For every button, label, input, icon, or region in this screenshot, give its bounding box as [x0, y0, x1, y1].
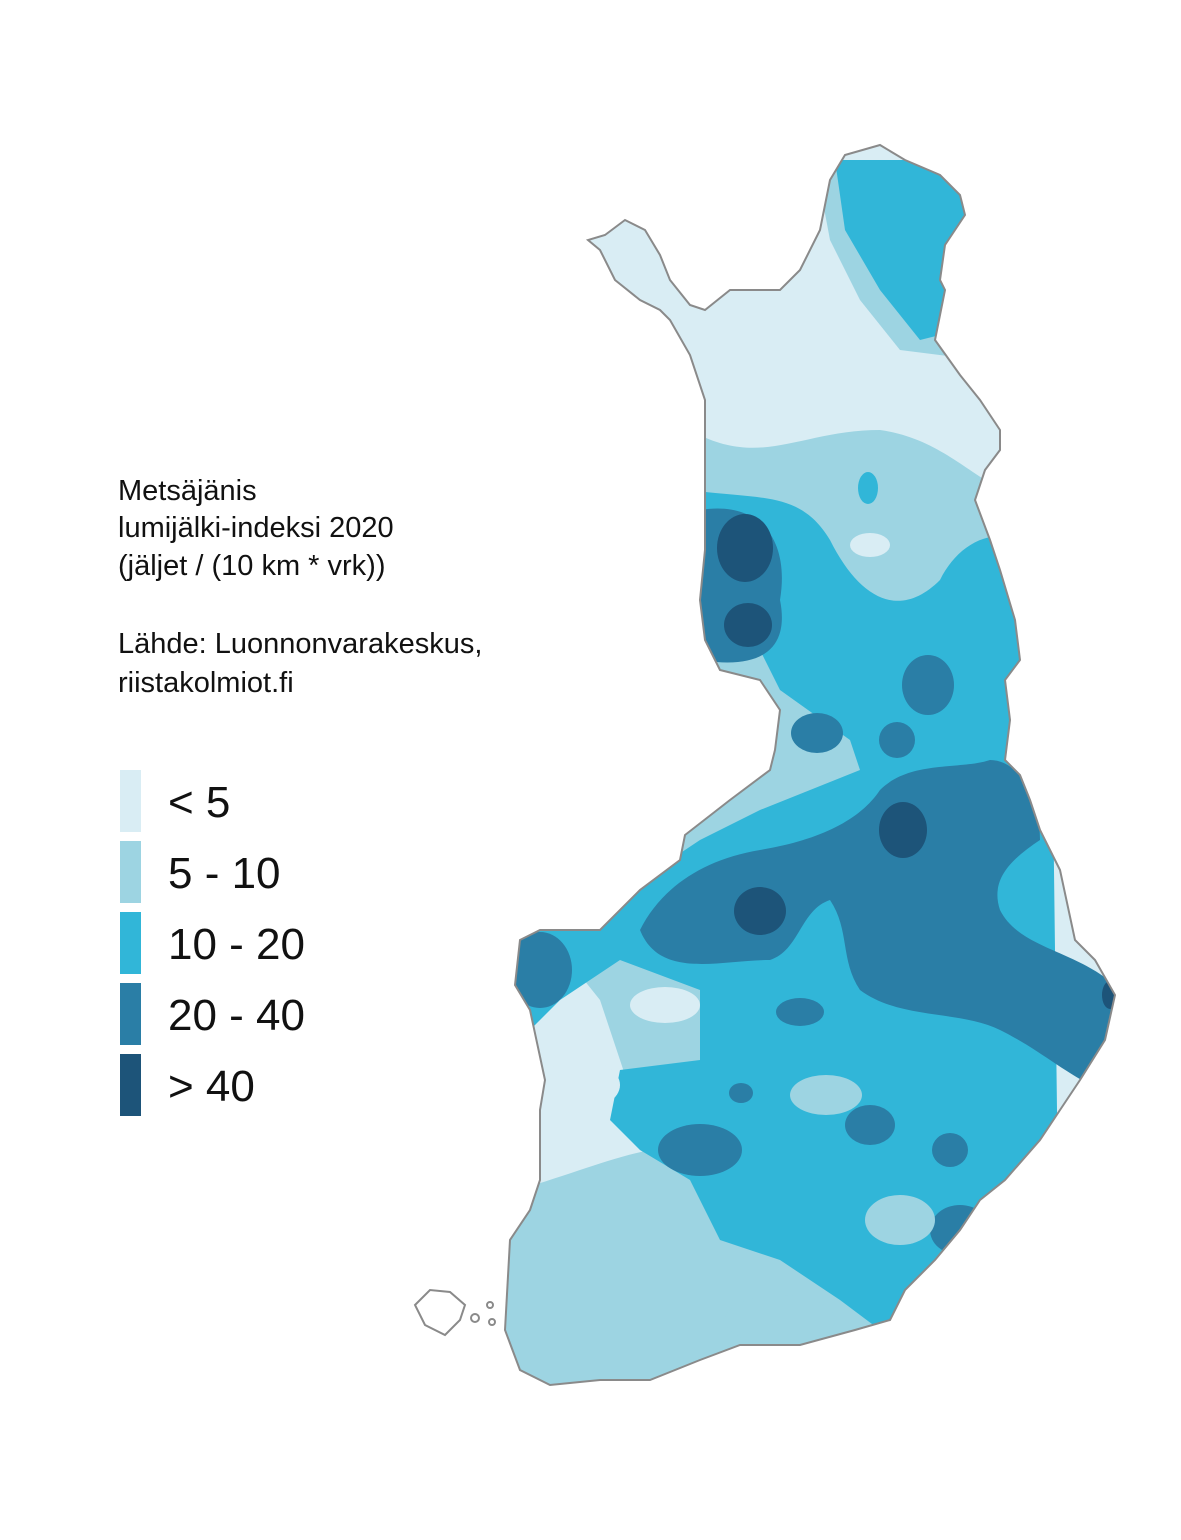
zone [734, 887, 786, 935]
legend-label: 5 - 10 [168, 849, 281, 898]
zone [640, 760, 1115, 1090]
zone [850, 533, 890, 557]
zone [725, 1295, 835, 1345]
legend-label: > 40 [168, 1062, 255, 1111]
zone [658, 1124, 742, 1176]
zone [729, 1083, 753, 1103]
zone [790, 1075, 862, 1115]
zone [879, 802, 927, 858]
zone [508, 932, 572, 1008]
zone [865, 1195, 935, 1245]
legend-swatch [120, 912, 141, 974]
zone [791, 713, 843, 753]
zone [724, 603, 772, 647]
zone [932, 1133, 968, 1167]
legend-swatch [120, 1054, 141, 1116]
zone [879, 722, 915, 758]
legend-swatch [120, 841, 141, 903]
zone [717, 514, 773, 582]
title-line: lumijälki-indeksi 2020 [118, 512, 394, 544]
legend-swatch [120, 983, 141, 1045]
snow-index-zones [505, 145, 1115, 1385]
zone [540, 1060, 620, 1110]
legend-swatch [120, 770, 141, 832]
zone [902, 655, 954, 715]
legend-label: 10 - 20 [168, 920, 305, 969]
zone [858, 472, 878, 504]
zone [845, 1105, 895, 1145]
title-line: Metsäjänis [118, 475, 257, 507]
source-line: riistakolmiot.fi [118, 667, 294, 699]
legend-label: < 5 [168, 778, 230, 827]
zone [776, 998, 824, 1026]
title-line: (jäljet / (10 km * vrk)) [118, 550, 385, 582]
zone [630, 987, 700, 1023]
source-line: Lähde: Luonnonvarakeskus, [118, 628, 482, 660]
legend-label: 20 - 40 [168, 991, 305, 1040]
legend: < 5 5 - 10 10 - 20 20 - 40 > 40 [120, 770, 305, 1116]
aland-islands [413, 1288, 496, 1337]
